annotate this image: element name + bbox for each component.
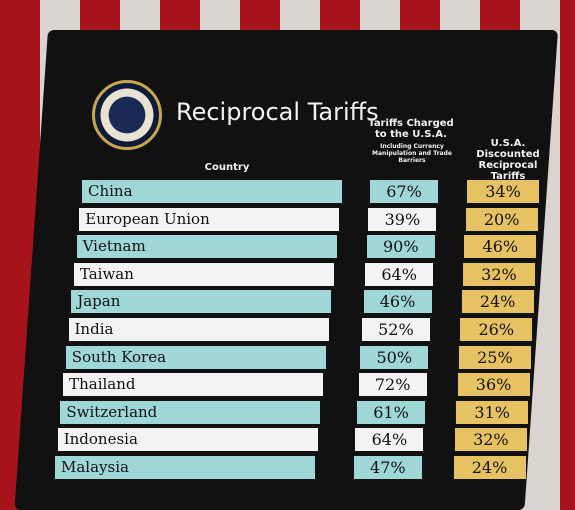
country-cell: India — [68, 318, 329, 341]
tariff-charged-cell: 90% — [366, 235, 435, 259]
tariff-charged-cell: 50% — [360, 345, 429, 369]
country-cell: Vietnam — [76, 235, 337, 259]
country-cell: South Korea — [65, 345, 326, 369]
country-cell: Switzerland — [60, 400, 321, 424]
reciprocal-tariff-cell: 26% — [460, 318, 533, 341]
column-header: Tariffs Charged to the U.S.A. — [368, 118, 454, 140]
country-cell: Japan — [71, 290, 332, 314]
tariff-charged-cell: 67% — [370, 180, 438, 203]
reciprocal-tariff-cell: 36% — [457, 373, 530, 397]
reciprocal-tariff-cell: 46% — [464, 235, 537, 259]
country-cell: Indonesia — [57, 428, 318, 452]
column-header: U.S.A. Discounted Reciprocal Tariffs — [476, 138, 540, 182]
country-cell: China — [82, 180, 342, 203]
tariff-charged-cell: 46% — [363, 290, 432, 314]
reciprocal-tariff-cell: 24% — [461, 290, 534, 314]
reciprocal-tariff-cell: 32% — [462, 262, 535, 286]
tariff-charged-cell: 52% — [361, 318, 430, 341]
tariff-charged-cell: 47% — [353, 456, 422, 479]
country-cell: Malaysia — [55, 456, 315, 479]
presidential-seal — [92, 80, 162, 150]
column-subheader: Including Currency Manipulation and Trad… — [372, 143, 452, 164]
title: Reciprocal Tariffs — [176, 98, 379, 126]
reciprocal-tariff-cell: 34% — [467, 180, 539, 203]
tariff-charged-cell: 39% — [368, 207, 437, 231]
reciprocal-tariff-cell: 32% — [454, 428, 527, 452]
tariff-charged-cell: 61% — [357, 400, 426, 424]
tariff-charged-cell: 64% — [365, 262, 434, 286]
country-cell: Thailand — [63, 373, 324, 397]
tariff-charged-cell: 64% — [355, 428, 424, 452]
country-cell: European Union — [79, 207, 340, 231]
reciprocal-tariff-cell: 31% — [456, 400, 529, 424]
reciprocal-tariff-cell: 20% — [465, 207, 538, 231]
country-cell: Taiwan — [73, 262, 334, 286]
column-header: Country — [204, 162, 250, 173]
tariff-charged-cell: 72% — [358, 373, 427, 397]
reciprocal-tariff-cell: 24% — [453, 456, 526, 479]
reciprocal-tariff-cell: 25% — [458, 345, 531, 369]
